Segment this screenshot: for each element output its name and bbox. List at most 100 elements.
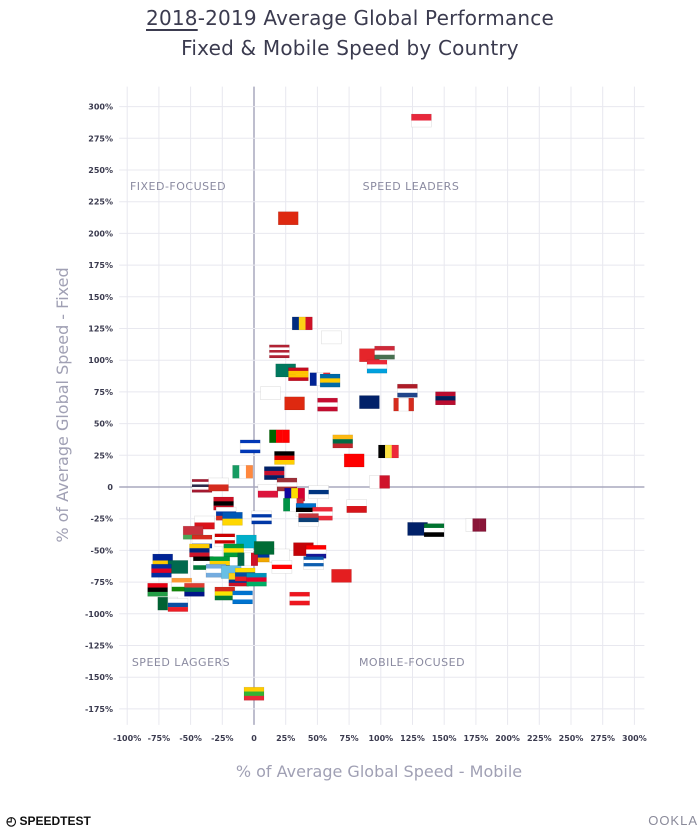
flag-marker-georgia	[271, 560, 293, 574]
flag-marker-panama	[194, 515, 215, 530]
flag-marker-netherlands	[397, 383, 418, 398]
flag-marker-new-zealand	[359, 395, 380, 409]
x-tick-label: 250%	[559, 734, 584, 743]
flag-marker-poland	[257, 484, 279, 498]
x-tick-label: 275%	[590, 734, 615, 743]
flag-marker-south-korea	[321, 330, 342, 345]
flag-marker-libya	[147, 582, 168, 597]
x-tick-label: 175%	[464, 734, 489, 743]
x-tick-label: 25%	[276, 734, 295, 743]
flag-marker-albania	[331, 568, 352, 583]
flag-marker-lithuania	[332, 434, 354, 449]
y-tick-label: 250%	[88, 166, 113, 175]
flag-marker-slovakia	[167, 598, 189, 612]
flag-marker-bolivia	[214, 586, 236, 601]
flag-marker-myanmar	[243, 686, 265, 701]
y-tick-label: -125%	[85, 642, 113, 651]
flag-marker-portugal	[269, 429, 290, 444]
y-tick-label: 0	[107, 483, 113, 492]
quadrant-label-speed-leaders: SPEED LEADERS	[363, 180, 460, 193]
flag-marker-denmark	[317, 397, 338, 412]
y-tick-label: 125%	[88, 325, 113, 334]
flag-marker-ukraine	[222, 511, 243, 526]
y-axis-title: % of Average Global Speed - Fixed	[53, 267, 72, 542]
y-tick-label: 100%	[88, 356, 113, 365]
quadrant-label-fixed-focused: FIXED-FOCUSED	[130, 180, 226, 193]
flag-marker-brazil	[223, 543, 245, 558]
flag-marker-qatar	[465, 518, 487, 532]
y-tick-label: 25%	[94, 451, 113, 460]
y-tick-label: -25%	[91, 515, 113, 524]
title-year: 2018	[146, 6, 198, 30]
x-tick-label: -25%	[211, 734, 233, 743]
flag-marker-israel	[239, 439, 261, 454]
flag-marker-usa	[269, 344, 290, 359]
y-tick-label: -150%	[85, 673, 113, 682]
flag-marker-hungary	[374, 345, 395, 360]
flag-marker-germany	[274, 451, 295, 465]
x-tick-label: -50%	[179, 734, 201, 743]
flag-marker-chile	[208, 477, 229, 492]
flag-marker-romania	[291, 316, 313, 331]
ookla-logo: OOKLA	[648, 813, 698, 828]
flag-marker-taiwan	[343, 453, 365, 468]
x-tick-label: 75%	[340, 734, 359, 743]
x-tick-label: -75%	[148, 734, 170, 743]
speedtest-wordmark: SPEEDTEST	[19, 814, 91, 828]
flag-marker-sweden	[319, 373, 341, 388]
flag-marker-honduras	[232, 590, 253, 605]
title-rest: -2019 Average Global Performance	[197, 6, 554, 30]
quadrant-label-speed-laggers: SPEED LAGGERS	[132, 656, 230, 669]
flag-marker-hong-kong	[277, 211, 299, 225]
chart-title-line2: Fixed & Mobile Speed by Country	[181, 36, 519, 60]
x-tick-label: 50%	[308, 734, 327, 743]
flag-marker-norway	[435, 391, 456, 406]
tick-labels: -100% -75% -50% -25% 0 25% 50% 75% 100% 125% 150% 1…	[85, 103, 647, 743]
flag-marker-ireland	[232, 464, 253, 479]
flag-marker-south-africa	[184, 582, 205, 597]
flag-marker-canada	[393, 397, 414, 412]
y-tick-label: 150%	[88, 293, 113, 302]
flag-marker-luxembourg	[366, 359, 388, 374]
y-tick-label: -75%	[91, 578, 113, 587]
flag-marker-singapore	[411, 113, 432, 128]
flag-marker-venezuela	[189, 543, 210, 558]
flag-marker-uae	[423, 523, 445, 537]
flag-marker-malta	[369, 475, 390, 489]
x-tick-label: -100%	[113, 734, 141, 743]
x-axis-title: % of Average Global Speed - Mobile	[236, 762, 522, 781]
flag-marker-uruguay	[251, 510, 272, 525]
flag-marker-saudi-arabia	[253, 541, 275, 555]
flag-marker-greece	[303, 556, 324, 570]
y-tick-label: 175%	[88, 261, 113, 270]
flag-marker-uk	[263, 466, 285, 480]
y-tick-label: 50%	[94, 420, 113, 429]
grid	[119, 86, 645, 725]
data-points	[147, 113, 487, 701]
y-tick-label: 225%	[88, 198, 113, 207]
flag-marker-serbia	[298, 513, 319, 527]
flag-marker-spain	[288, 367, 309, 381]
x-tick-label: 200%	[495, 734, 520, 743]
quadrant-label-mobile-focused: MOBILE-FOCUSED	[359, 656, 465, 669]
flag-marker-japan	[260, 386, 281, 400]
y-tick-label: 200%	[88, 229, 113, 238]
flag-marker-mexico	[237, 552, 258, 567]
flag-marker-czechia	[346, 499, 368, 513]
speedtest-logo: ◴ SPEEDTEST	[6, 814, 91, 828]
y-tick-label: 275%	[88, 134, 113, 143]
y-tick-label: 75%	[94, 388, 113, 397]
gauge-icon: ◴	[6, 814, 17, 828]
flag-marker-belgium	[378, 444, 399, 459]
flag-marker-azerbaijan	[246, 572, 267, 587]
x-tick-label: 225%	[527, 734, 552, 743]
x-tick-label: 125%	[400, 734, 425, 743]
flag-marker-china	[284, 396, 305, 411]
x-tick-label: 300%	[622, 734, 647, 743]
flag-marker-cambodia	[151, 563, 172, 578]
chart-title-line1: 2018-2019 Average Global Performance	[0, 6, 700, 30]
x-tick-label: 100%	[368, 734, 393, 743]
x-tick-label: 0	[251, 734, 257, 743]
y-tick-label: -175%	[85, 705, 113, 714]
